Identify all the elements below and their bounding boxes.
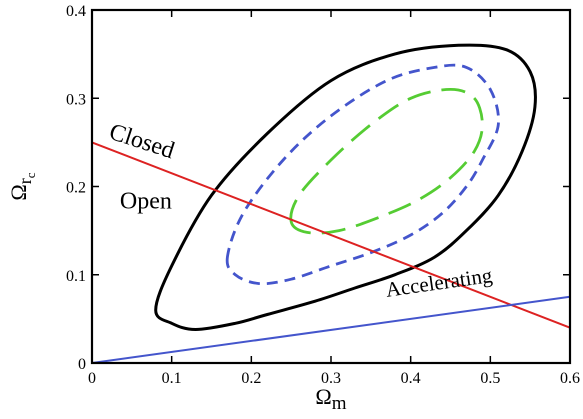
y-tick-label: 0: [78, 356, 86, 373]
y-tick-label: 0.4: [66, 3, 86, 20]
y-tick-label: 0.3: [66, 91, 86, 108]
x-tick-label: 0.1: [162, 370, 182, 387]
line-acceleration-boundary: [91, 295, 571, 364]
y-axis-title-sub: r: [15, 178, 35, 184]
annotation-closed: Closed: [106, 119, 177, 164]
line-closed-open-boundary: [91, 141, 571, 329]
axis-titles: Ωm Ωrc: [6, 172, 347, 414]
contour-outer: [154, 43, 537, 332]
contour-inner: [289, 87, 484, 235]
y-axis-title-main: Ω: [6, 184, 31, 200]
annotations-group: Closed Open Accelerating: [106, 119, 494, 302]
x-tick-label: 0: [88, 370, 96, 387]
contours-group: [154, 43, 537, 332]
annotation-accelerating: Accelerating: [384, 263, 494, 302]
annotation-open: Open: [120, 189, 172, 215]
plot-frame: [90, 8, 572, 365]
lines-group: [91, 141, 571, 364]
y-tick-label: 0.1: [66, 268, 86, 285]
x-tick-label: 0.3: [321, 370, 341, 387]
y-axis-title: Ωrc: [6, 172, 38, 200]
x-tick-label: 0.2: [241, 370, 261, 387]
x-tick-label: 0.6: [560, 370, 580, 387]
ticks-group: 0 0.1 0.2 0.3 0.4 0.5 0.6 0 0.1 0.2 0.3 0.4: [66, 3, 580, 387]
x-tick-label: 0.4: [401, 370, 421, 387]
x-tick-label: 0.5: [480, 370, 500, 387]
y-axis-title-subsub: c: [23, 172, 38, 178]
contour-middle: [225, 63, 500, 286]
x-axis-title: Ωm: [315, 384, 346, 414]
y-tick-label: 0.2: [66, 180, 86, 197]
x-axis-title-main: Ω: [315, 384, 331, 409]
x-axis-title-sub: m: [332, 393, 347, 414]
